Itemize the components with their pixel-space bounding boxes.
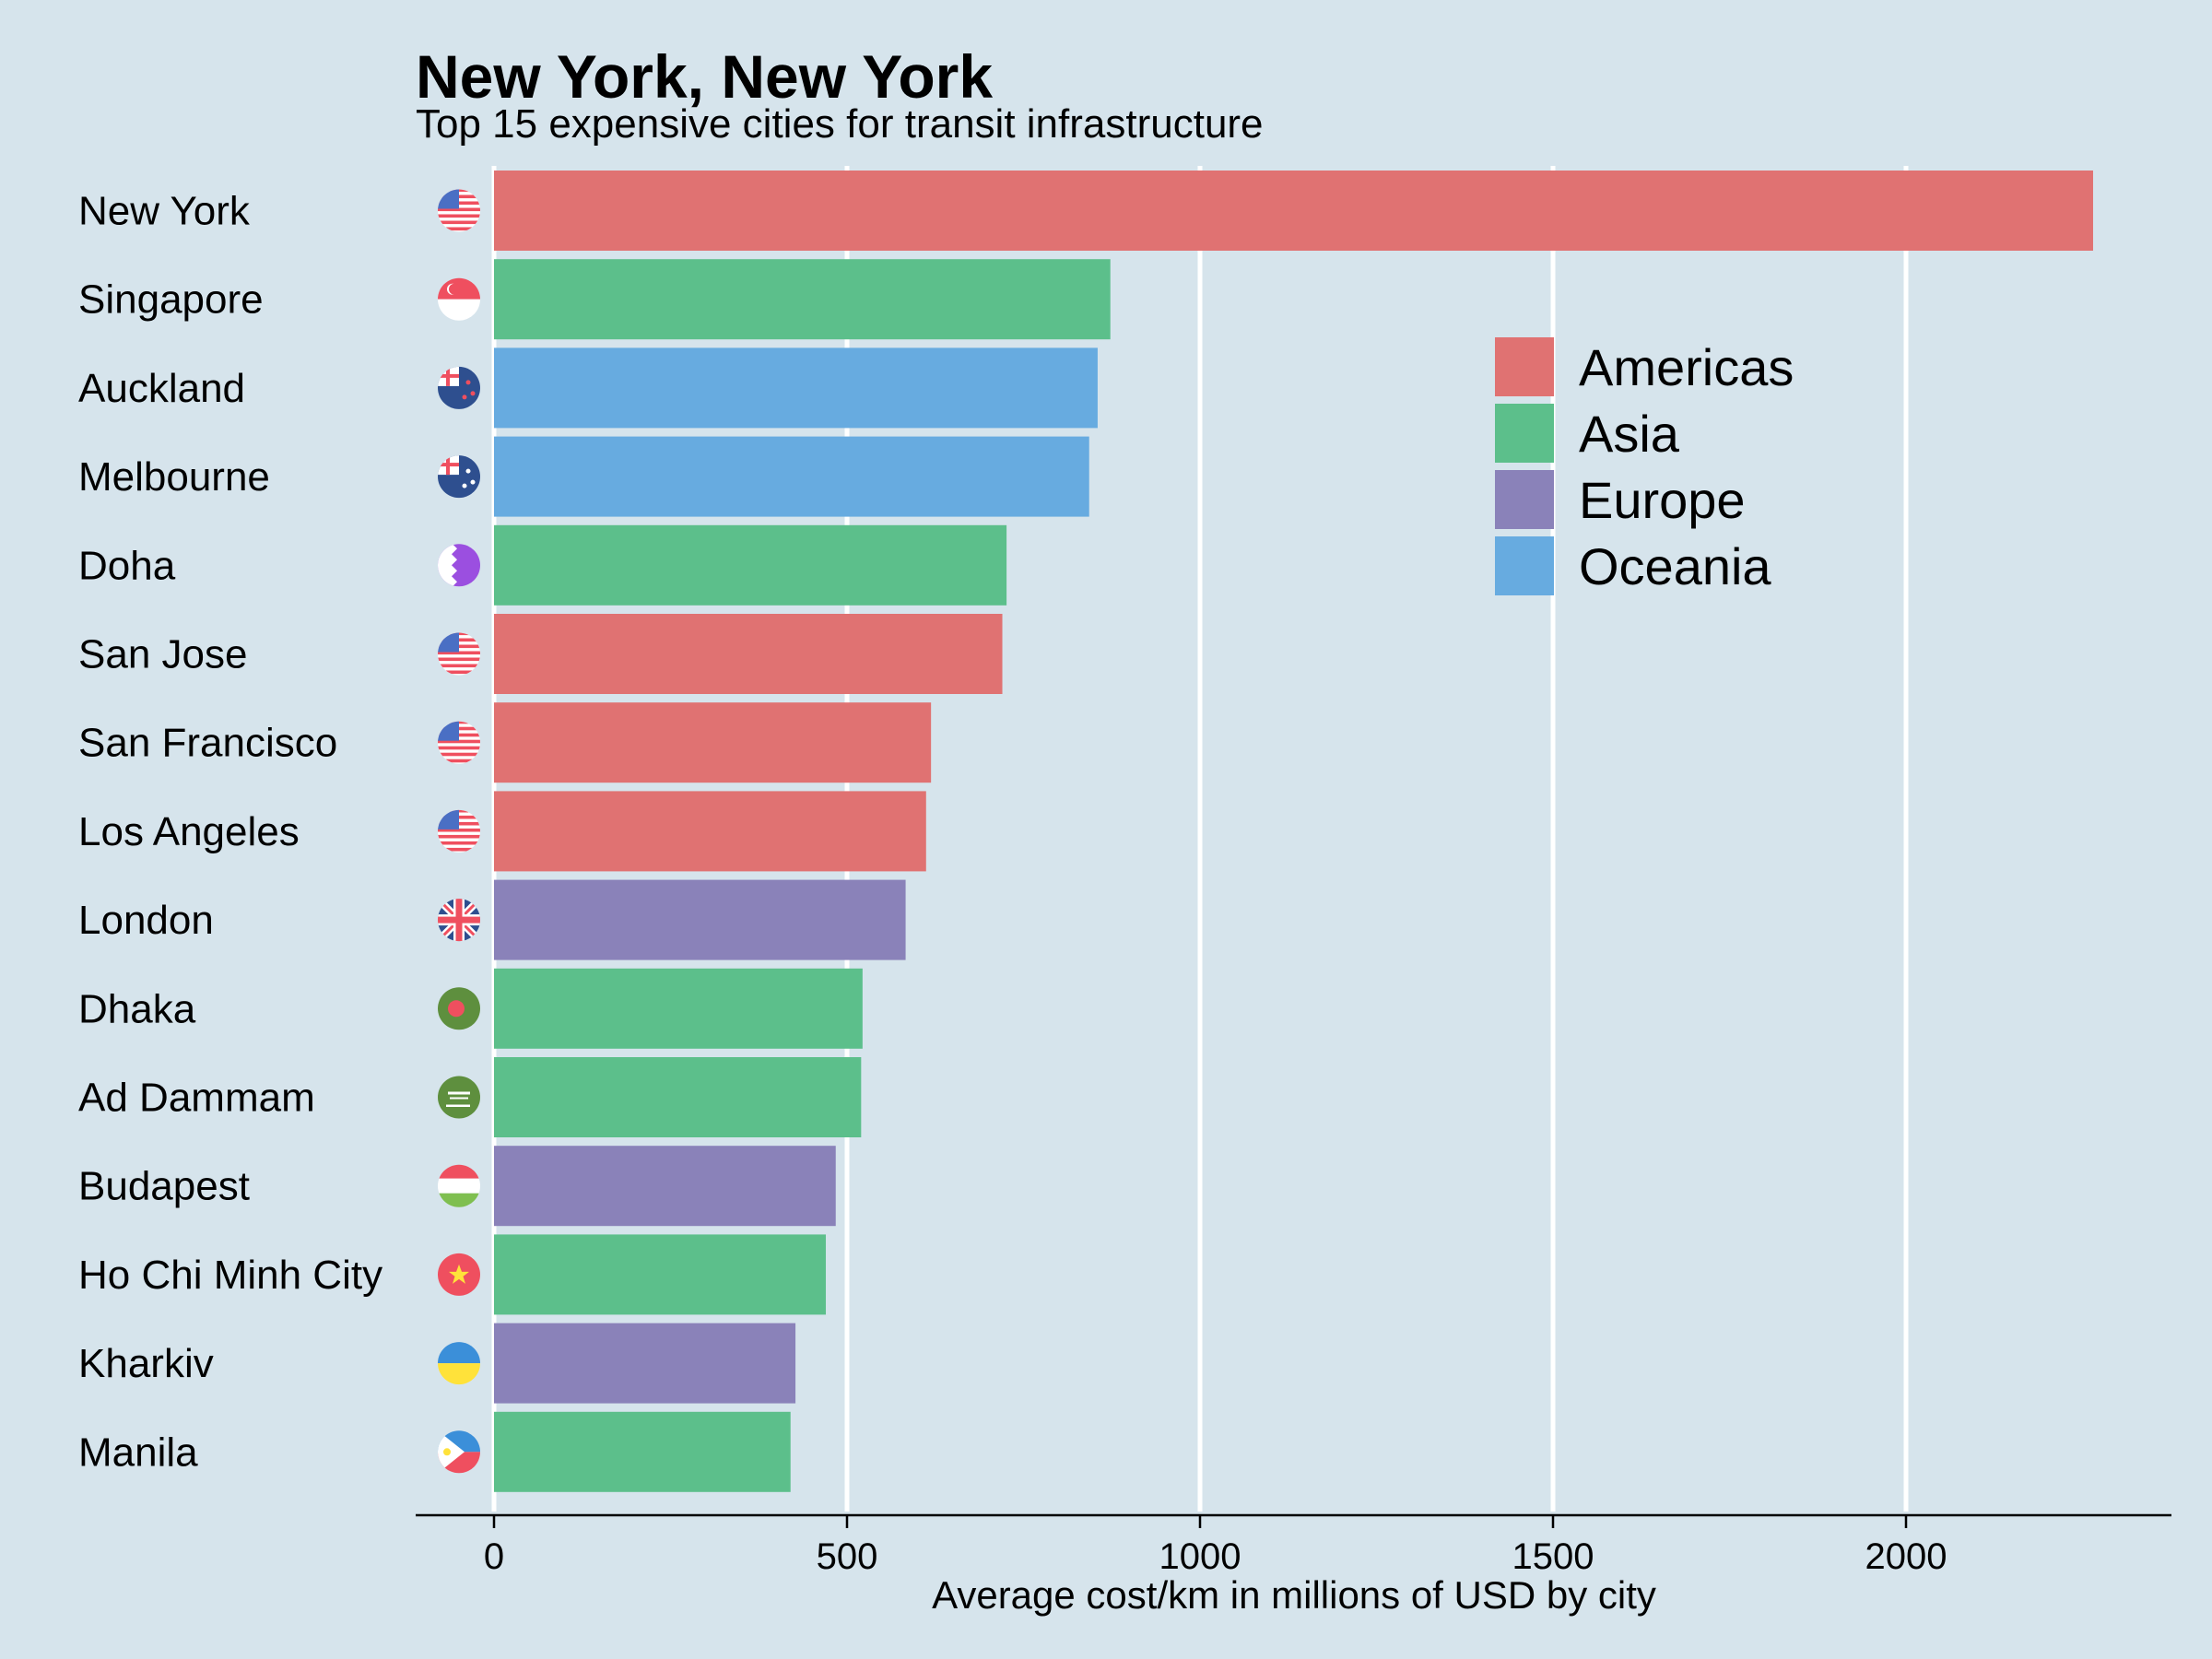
- bar: [494, 524, 1007, 606]
- bar: [494, 968, 863, 1049]
- category-label: Dhaka: [78, 986, 196, 1031]
- qa-flag-icon: [438, 544, 480, 587]
- x-tick-label: 500: [817, 1536, 878, 1577]
- chart-subtitle: Top 15 expensive cities for transit infr…: [416, 101, 1264, 147]
- chart-title: New York, New York: [416, 42, 993, 111]
- bar: [494, 1057, 862, 1137]
- us-flag-icon: [438, 721, 480, 764]
- legend-swatch: [1495, 404, 1554, 463]
- legend-swatch: [1495, 536, 1554, 595]
- category-label: Singapore: [78, 277, 264, 323]
- category-label: San Francisco: [78, 721, 337, 766]
- bar: [494, 436, 1089, 517]
- us-flag-icon: [438, 632, 480, 676]
- bar: [494, 347, 1098, 429]
- gb-flag-icon: [438, 899, 480, 942]
- bar: [494, 791, 926, 872]
- bar: [494, 1323, 796, 1404]
- bd-flag-icon: [438, 987, 480, 1030]
- category-label: Manila: [78, 1430, 198, 1475]
- bar: [494, 1234, 827, 1315]
- x-tick-label: 0: [484, 1536, 504, 1577]
- sa-flag-icon: [438, 1076, 480, 1119]
- category-label: San Jose: [78, 632, 247, 677]
- legend-label: Europe: [1579, 471, 1746, 529]
- category-label: Ad Dammam: [78, 1076, 315, 1121]
- ua-flag-icon: [438, 1342, 480, 1385]
- category-label: Melbourne: [78, 454, 270, 500]
- bar: [494, 1411, 791, 1492]
- category-label: Kharkiv: [78, 1341, 214, 1386]
- legend-swatch: [1495, 337, 1554, 396]
- ph-flag-icon: [438, 1430, 480, 1474]
- bar: [494, 259, 1111, 340]
- bar: [494, 702, 932, 783]
- x-tick-label: 1000: [1159, 1536, 1241, 1577]
- category-label: Ho Chi Minh City: [78, 1253, 382, 1298]
- hu-flag-icon: [438, 1164, 480, 1207]
- legend-label: Asia: [1579, 405, 1680, 463]
- bar: [494, 171, 2093, 251]
- x-axis-ticks: 0 500 1000 1500 2000: [484, 1515, 1947, 1577]
- x-tick-label: 2000: [1865, 1536, 1947, 1577]
- nz-flag-icon: [438, 366, 480, 409]
- x-tick-label: 1500: [1512, 1536, 1594, 1577]
- category-labels: New York Singapore Auckland Melbourne Doha Sa…: [78, 189, 382, 1476]
- category-label: London: [78, 898, 214, 943]
- us-flag-icon: [438, 189, 480, 232]
- category-label: Los Angeles: [78, 809, 300, 854]
- vn-flag-icon: [438, 1253, 480, 1296]
- bar: [494, 1146, 836, 1227]
- sg-flag-icon: [438, 277, 480, 321]
- au-flag-icon: [438, 455, 480, 499]
- category-label: Budapest: [78, 1164, 250, 1209]
- bar: [494, 614, 1003, 694]
- legend: Americas Asia Europe Oceania: [1495, 337, 1794, 595]
- bars: [494, 171, 2093, 1492]
- category-label: New York: [78, 189, 251, 234]
- category-label: Doha: [78, 543, 176, 588]
- category-label: Auckland: [78, 366, 245, 411]
- legend-label: Oceania: [1579, 537, 1771, 595]
- us-flag-icon: [438, 809, 480, 853]
- legend-swatch: [1495, 470, 1554, 529]
- x-axis-title: Average cost/km in millions of USD by ci…: [932, 1573, 1656, 1617]
- legend-label: Americas: [1579, 338, 1794, 396]
- bar: [494, 879, 906, 960]
- flag-icons: [438, 189, 480, 1474]
